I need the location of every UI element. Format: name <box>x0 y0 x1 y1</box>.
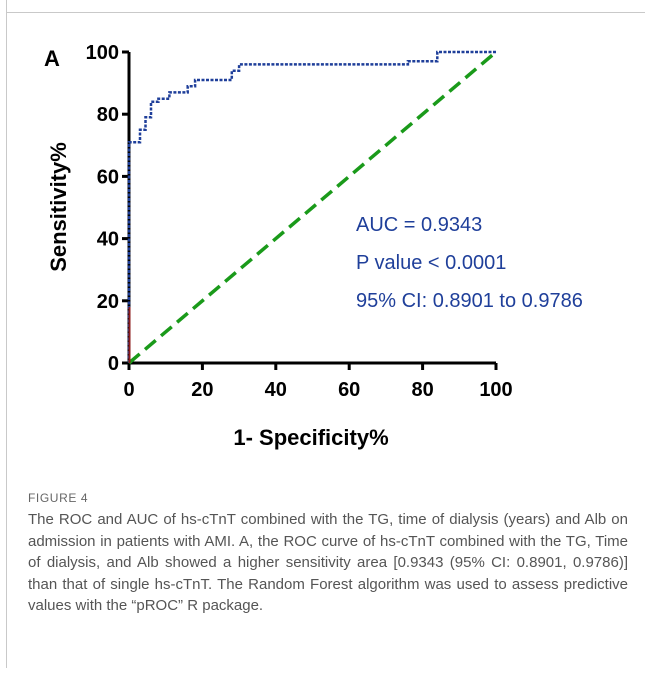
y-tick-label: 80 <box>97 104 119 126</box>
panel-label: A <box>44 46 60 71</box>
series-line-0 <box>127 50 496 363</box>
y-tick-label: 20 <box>97 291 119 313</box>
y-axis-label: Sensitivity% <box>46 142 71 272</box>
annotation-0: AUC = 0.9343 <box>356 214 482 236</box>
annotations: AUC = 0.9343 P value < 0.0001 95% CI: 0.89… <box>356 214 583 312</box>
annotation-1: P value < 0.0001 <box>356 252 506 274</box>
y-tick-label: 60 <box>97 166 119 188</box>
frame-border-top <box>6 12 645 13</box>
series-line-1 <box>127 50 498 365</box>
series-layer <box>127 50 498 365</box>
x-tick-label: 40 <box>265 379 287 401</box>
x-tick-label: 20 <box>191 379 213 401</box>
annotation-2: 95% CI: 0.8901 to 0.9786 <box>356 290 583 312</box>
figure-caption-text: The ROC and AUC of hs-cTnT combined with… <box>28 511 628 614</box>
figure-caption: FIGURE 4 The ROC and AUC of hs-cTnT comb… <box>28 491 628 617</box>
figure-label: FIGURE 4 <box>28 491 89 505</box>
y-tick-label: 0 <box>108 353 119 375</box>
x-tick-label: 80 <box>411 379 433 401</box>
y-tick-label: 100 <box>86 42 119 64</box>
x-axis-label: 1- Specificity% <box>233 425 388 450</box>
x-tick-label: 0 <box>123 379 134 401</box>
x-tick-label: 60 <box>338 379 360 401</box>
x-tick-label: 100 <box>479 379 512 401</box>
frame-border-left <box>6 0 7 668</box>
roc-chart: A 0 20 40 60 80 100 0 20 40 60 80 100 AUC = 0.9343 P… <box>44 42 583 450</box>
y-tick-label: 40 <box>97 229 119 251</box>
